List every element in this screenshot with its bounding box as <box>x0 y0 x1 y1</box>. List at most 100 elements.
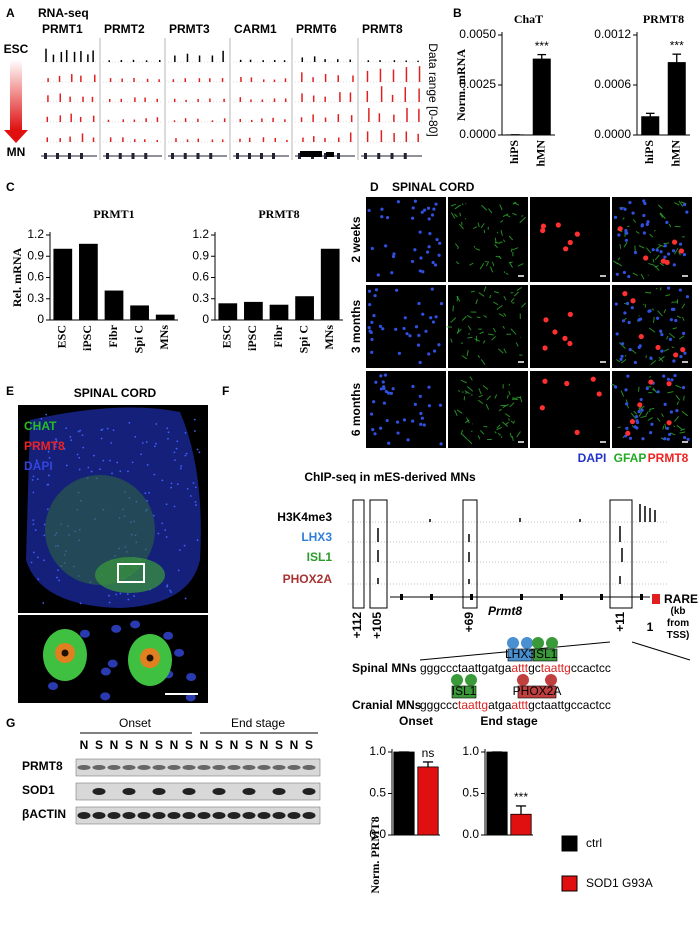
band <box>77 765 91 770</box>
glia <box>674 416 680 422</box>
nucleus <box>107 659 118 668</box>
nucleus <box>434 202 438 206</box>
gene-label: PRMT6 <box>296 22 337 36</box>
factor-box <box>507 648 533 662</box>
glia <box>502 213 509 218</box>
band <box>242 812 256 819</box>
glia <box>483 315 488 318</box>
glia <box>453 213 458 218</box>
glia <box>486 261 490 267</box>
lane-label: N <box>230 738 239 752</box>
band <box>272 788 286 795</box>
panel-letter: E <box>6 384 14 398</box>
nucleus <box>133 595 135 597</box>
nucleus <box>627 274 631 279</box>
sequence-segment: taattg <box>458 698 488 712</box>
nucleus <box>379 374 383 378</box>
glia <box>457 389 461 393</box>
glia <box>512 201 517 205</box>
glia <box>455 261 460 265</box>
nucleus <box>683 351 687 355</box>
glia <box>481 204 487 211</box>
nucleus <box>36 462 39 465</box>
prmt8-cell <box>680 347 686 353</box>
nucleus <box>54 445 57 448</box>
nucleus <box>408 334 412 338</box>
stage-label: End stage <box>231 716 285 730</box>
prmt8-cell <box>630 298 636 304</box>
nucleus <box>42 559 45 562</box>
nucleus <box>669 410 674 414</box>
glia <box>478 292 485 297</box>
nucleus <box>372 400 376 404</box>
prmt8-cell <box>564 380 570 387</box>
prmt8-cell <box>543 317 549 323</box>
nucleus <box>614 385 618 389</box>
nucleus <box>650 422 654 426</box>
nucleus <box>672 263 676 267</box>
x-tick-label: iPSC <box>245 325 259 351</box>
lane-label: S <box>245 738 253 752</box>
nucleus <box>180 465 183 467</box>
glia <box>501 421 509 427</box>
stain-label: CHAT <box>24 419 57 433</box>
glia <box>649 376 652 378</box>
glia <box>619 244 622 249</box>
nucleus <box>177 569 180 572</box>
glia <box>498 348 504 354</box>
glia <box>460 379 467 384</box>
exon <box>520 594 523 600</box>
band <box>137 812 151 819</box>
nucleus <box>426 206 431 210</box>
nucleus <box>134 435 137 438</box>
nucleus <box>437 253 441 257</box>
nucleus <box>174 459 176 462</box>
glia <box>508 235 514 241</box>
gene-label: PRMT8 <box>362 22 403 36</box>
glia <box>465 392 468 394</box>
factor-label: ISL1 <box>452 684 477 698</box>
factor-blob <box>507 637 519 649</box>
nucleus <box>670 378 674 382</box>
exon <box>44 153 47 159</box>
glia <box>503 271 506 274</box>
y-tick-label: 1.2 <box>27 227 44 241</box>
y-tick-label: 0.0000 <box>594 127 631 141</box>
nucleus <box>402 418 407 422</box>
band <box>137 765 151 770</box>
glia <box>674 202 680 206</box>
glia <box>649 233 654 238</box>
glia <box>491 261 495 267</box>
channel-label: PRMT8 <box>648 451 689 465</box>
glia <box>496 231 499 234</box>
lane-label: S <box>155 738 163 752</box>
glia <box>500 219 504 223</box>
nucleus <box>372 314 376 318</box>
nucleus <box>396 431 400 435</box>
nucleus <box>161 522 164 525</box>
glia <box>671 301 674 304</box>
glia <box>640 273 645 280</box>
panel-letter: G <box>6 716 15 730</box>
glia <box>494 237 497 244</box>
exon <box>272 153 275 159</box>
y-tick-label: 0.0000 <box>459 127 496 141</box>
nucleus <box>615 272 619 276</box>
prmt8-cell <box>552 329 558 335</box>
nucleus <box>32 523 35 526</box>
region-box <box>369 499 388 609</box>
prmt8-cell <box>655 344 661 351</box>
nucleus <box>649 356 653 360</box>
glia <box>679 431 686 434</box>
glia <box>638 411 643 417</box>
nucleus <box>98 468 101 471</box>
exon <box>260 153 263 159</box>
bar <box>417 766 439 836</box>
nucleus <box>624 238 629 242</box>
nucleus <box>411 384 415 389</box>
gene-label: CARM1 <box>234 22 277 36</box>
glia <box>677 250 681 256</box>
nucleolus <box>146 654 154 662</box>
glia <box>505 421 509 425</box>
arrow-shaft <box>10 60 22 130</box>
